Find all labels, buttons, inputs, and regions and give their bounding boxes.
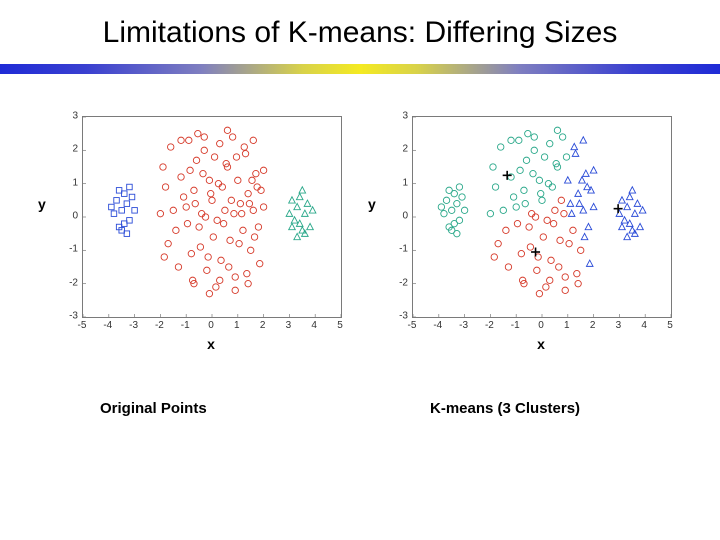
- y-tick: 2: [60, 144, 78, 155]
- right-plot: [412, 116, 672, 318]
- x-tick: 5: [667, 320, 673, 331]
- left-plot: [82, 116, 342, 318]
- y-tick: 0: [60, 211, 78, 222]
- y-tick: 1: [60, 177, 78, 188]
- x-tick: 2: [260, 320, 266, 331]
- right-panel: y x -5 -4 -3 -2 -1 0 1 2 3 4 5 -3 -2 -1 0 1 2 3: [360, 100, 690, 360]
- x-tick: 4: [311, 320, 317, 331]
- x-tick: 3: [616, 320, 622, 331]
- y-tick: -3: [60, 311, 78, 322]
- y-tick: -1: [390, 244, 408, 255]
- x-tick: -4: [103, 320, 112, 331]
- y-tick: -3: [390, 311, 408, 322]
- x-tick: 2: [590, 320, 596, 331]
- x-tick: 3: [286, 320, 292, 331]
- right-scatter: [413, 117, 671, 317]
- x-tick: -4: [433, 320, 442, 331]
- right-caption: K-means (3 Clusters): [430, 400, 580, 417]
- y-tick: 3: [390, 111, 408, 122]
- left-scatter: [83, 117, 341, 317]
- gradient-stripe: [0, 64, 720, 74]
- y-tick: -2: [390, 277, 408, 288]
- x-tick: 4: [641, 320, 647, 331]
- y-axis-label: y: [38, 196, 46, 212]
- x-tick: 1: [564, 320, 570, 331]
- x-tick: -2: [155, 320, 164, 331]
- y-tick: 1: [390, 177, 408, 188]
- x-tick: -1: [181, 320, 190, 331]
- x-tick: 1: [234, 320, 240, 331]
- y-tick: -2: [60, 277, 78, 288]
- x-tick: 0: [538, 320, 544, 331]
- x-tick: 5: [337, 320, 343, 331]
- y-tick: -1: [60, 244, 78, 255]
- x-tick: -3: [129, 320, 138, 331]
- left-panel: y x -5 -4 -3 -2 -1 0 1 2 3 4 5 -3 -2 -1 0 1 2 3: [30, 100, 360, 360]
- y-tick: 0: [390, 211, 408, 222]
- x-tick: -5: [78, 320, 87, 331]
- x-tick: -3: [459, 320, 468, 331]
- y-tick: 3: [60, 111, 78, 122]
- x-tick: -5: [408, 320, 417, 331]
- left-caption: Original Points: [100, 400, 207, 417]
- x-axis-label: x: [82, 336, 340, 352]
- slide-title: Limitations of K-means: Differing Sizes: [0, 16, 720, 50]
- x-tick: -1: [511, 320, 520, 331]
- x-tick: -2: [485, 320, 494, 331]
- y-axis-label: y: [368, 196, 376, 212]
- y-tick: 2: [390, 144, 408, 155]
- x-axis-label: x: [412, 336, 670, 352]
- x-tick: 0: [208, 320, 214, 331]
